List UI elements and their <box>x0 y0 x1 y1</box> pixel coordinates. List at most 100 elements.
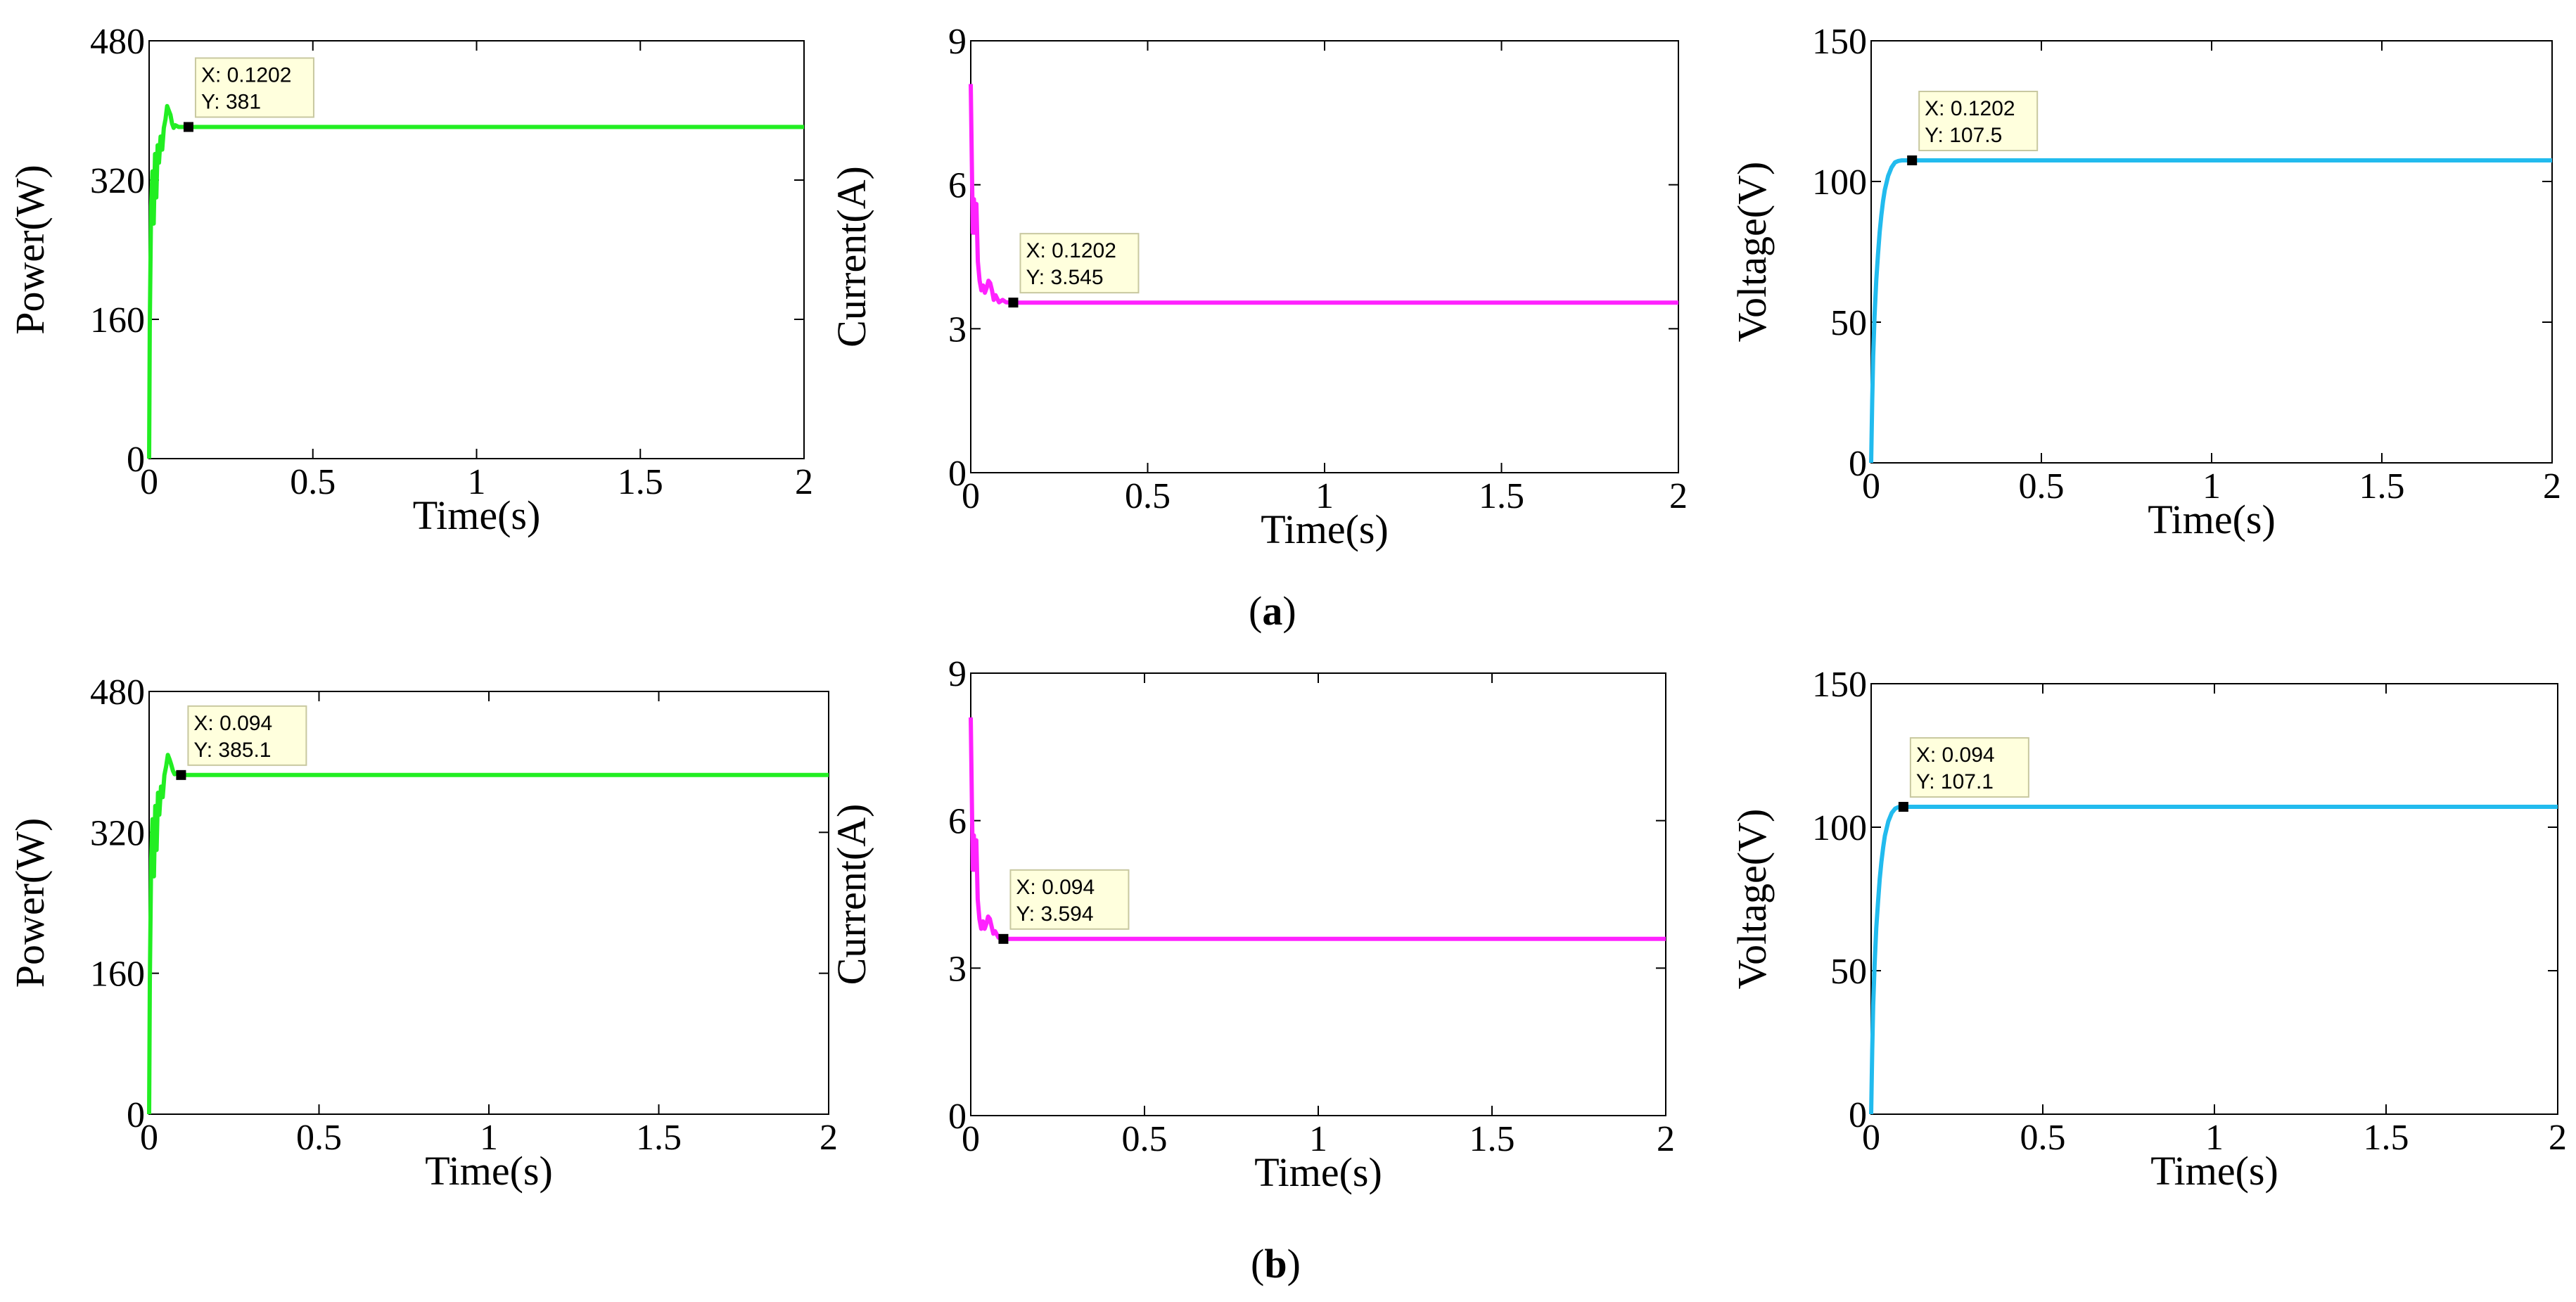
series-line-voltage <box>1869 158 2552 464</box>
y-tick-label: 480 <box>90 672 145 713</box>
x-axis-label: Time(s) <box>2150 1148 2278 1194</box>
x-tick-label: 2 <box>1657 1119 1675 1159</box>
datatip-box <box>194 57 314 118</box>
x-tick-label: 1 <box>2202 466 2221 506</box>
x-tick-label: 2 <box>2549 1118 2567 1158</box>
datatip-x-label: X: 0.094 <box>193 712 272 735</box>
datatip-y-label: Y: 3.545 <box>1026 266 1103 289</box>
x-tick-label: 2 <box>795 462 813 502</box>
y-tick-label: 3 <box>948 949 967 989</box>
y-tick-label: 9 <box>948 22 967 62</box>
datatip-box <box>1909 737 2029 798</box>
y-axis-label: Power(W) <box>7 818 53 988</box>
x-tick-label: 0.5 <box>296 1118 342 1158</box>
datatip-y-label: Y: 385.1 <box>193 739 271 762</box>
datatip-y-label: Y: 3.594 <box>1016 902 1093 926</box>
y-tick-label: 0 <box>948 1097 967 1137</box>
y-tick-label: 100 <box>1812 162 1867 203</box>
datatip-y-label: Y: 107.1 <box>1916 770 1994 793</box>
x-tick-label: 0.5 <box>1125 476 1171 516</box>
x-tick-label: 0.5 <box>2020 1118 2066 1158</box>
series-line-current <box>969 84 1678 305</box>
x-axis-label: Time(s) <box>425 1148 553 1194</box>
datatip-box <box>1918 91 2039 151</box>
x-tick-label: 1 <box>480 1118 498 1158</box>
y-tick-label: 320 <box>90 813 145 853</box>
y-axis-label: Current(A) <box>829 166 874 347</box>
x-tick-label: 1.5 <box>618 462 663 502</box>
y-tick-label: 0 <box>1849 1095 1867 1135</box>
x-tick-label: 2 <box>1669 476 1688 516</box>
datatip-x-label: X: 0.094 <box>1016 876 1095 899</box>
y-tick-label: 50 <box>1830 303 1867 343</box>
y-axis-label: Current(A) <box>829 804 874 985</box>
datatip-y-label: Y: 381 <box>201 91 261 114</box>
y-tick-label: 0 <box>127 1095 145 1135</box>
chart-a-current: 0 0.5 1 1.5 2 0 3 6 9 Time(s) Current(A) X: 0.1202 Y… <box>829 22 1688 552</box>
datatip-marker <box>1008 298 1019 308</box>
x-tick-label: 0 <box>1862 1118 1880 1158</box>
datatip-marker <box>183 122 193 132</box>
x-tick-label: 0 <box>1862 466 1880 506</box>
y-tick-label: 100 <box>1812 808 1867 848</box>
series-line-power <box>147 103 804 459</box>
y-axis-label: Power(W) <box>7 165 53 335</box>
x-tick-label: 1.5 <box>2359 466 2405 506</box>
x-axis-label: Time(s) <box>1261 506 1389 552</box>
datatip-x-label: X: 0.1202 <box>201 64 291 87</box>
x-tick-label: 0.5 <box>2019 466 2065 506</box>
x-tick-label: 2 <box>2543 466 2561 506</box>
y-tick-label: 480 <box>90 22 145 62</box>
y-axis-label: Voltage(V) <box>1729 809 1775 990</box>
x-tick-label: 1 <box>468 462 486 502</box>
y-tick-label: 9 <box>948 654 967 694</box>
x-tick-label: 0 <box>140 1118 158 1158</box>
x-tick-label: 1.5 <box>2364 1118 2409 1158</box>
x-tick-label: 0.5 <box>290 462 336 502</box>
x-tick-label: 1.5 <box>1479 476 1524 516</box>
datatip-marker <box>1898 802 1908 812</box>
datatip-marker <box>998 933 1009 944</box>
y-tick-label: 0 <box>948 454 967 494</box>
x-axis-label: Time(s) <box>413 492 541 538</box>
datatip-x-label: X: 0.094 <box>1916 743 1995 767</box>
x-tick-label: 0 <box>962 1119 980 1159</box>
datatip-box <box>187 705 307 766</box>
x-tick-label: 1 <box>1315 476 1334 516</box>
panel-label-b: (b) <box>1251 1241 1301 1287</box>
y-axis-label: Voltage(V) <box>1729 162 1775 343</box>
y-tick-label: 150 <box>1812 665 1867 705</box>
y-tick-label: 160 <box>90 955 145 995</box>
datatip-x-label: X: 0.1202 <box>1026 239 1116 262</box>
y-tick-label: 50 <box>1830 952 1867 992</box>
datatip-box <box>1019 233 1140 294</box>
y-tick-label: 320 <box>90 161 145 201</box>
x-tick-label: 0 <box>962 476 980 516</box>
datatip-y-label: Y: 107.5 <box>1925 124 2002 147</box>
y-tick-label: 6 <box>948 166 967 206</box>
x-axis-label: Time(s) <box>1254 1149 1382 1195</box>
y-tick-label: 150 <box>1812 22 1867 62</box>
y-tick-label: 0 <box>127 440 145 480</box>
y-tick-label: 6 <box>948 802 967 842</box>
x-tick-label: 2 <box>820 1118 838 1158</box>
x-tick-label: 1 <box>2205 1118 2224 1158</box>
series-line-voltage <box>1869 805 2558 1115</box>
x-tick-label: 1.5 <box>1469 1119 1515 1159</box>
x-tick-label: 1 <box>1309 1119 1327 1159</box>
x-tick-label: 0 <box>140 462 158 502</box>
x-tick-label: 0.5 <box>1122 1119 1168 1159</box>
datatip-marker <box>176 770 186 780</box>
datatip-marker <box>1907 155 1918 165</box>
panel-label-a: (a) <box>1249 588 1296 634</box>
x-tick-label: 1.5 <box>636 1118 682 1158</box>
y-tick-label: 0 <box>1849 444 1867 484</box>
chart-b-power: 0 0.5 1 1.5 2 0 160 320 480 Time(s) Power(W) X: 0.0… <box>7 672 838 1194</box>
chart-a-power: 0 0.5 1 1.5 2 0 160 320 480 Time(s) Power(W) X: 0.1… <box>7 22 813 538</box>
series-line-power <box>147 753 829 1115</box>
x-axis-label: Time(s) <box>2148 497 2276 542</box>
y-tick-label: 160 <box>90 300 145 340</box>
chart-b-voltage: 0 0.5 1 1.5 2 0 50 100 150 Time(s) Voltage(V) X: 0.… <box>1729 665 2567 1194</box>
chart-a-voltage: 0 0.5 1 1.5 2 0 50 100 150 Time(s) Voltage(V) X: 0.… <box>1729 22 2561 542</box>
